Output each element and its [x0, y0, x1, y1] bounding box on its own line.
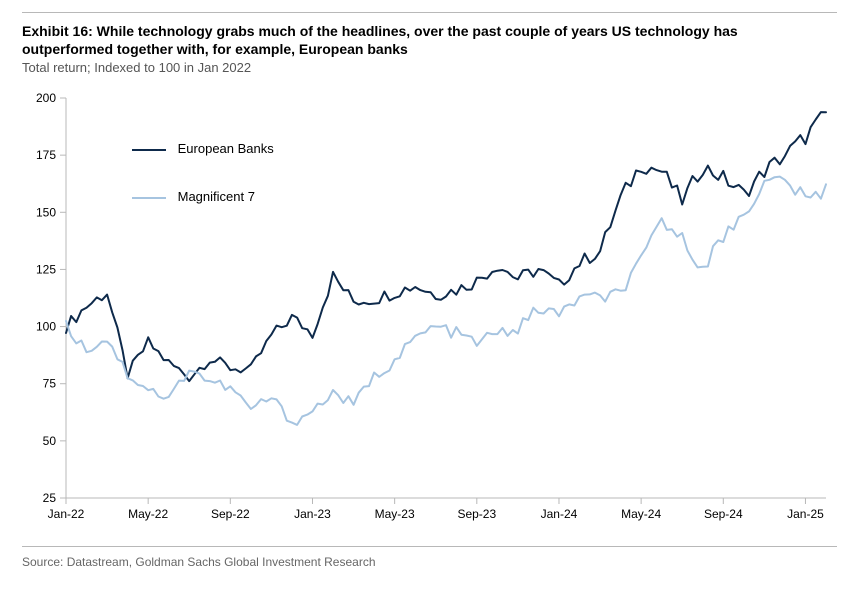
svg-text:May-22: May-22 [128, 507, 168, 521]
chart-container: Exhibit 16: While technology grabs much … [0, 0, 859, 590]
svg-text:May-24: May-24 [621, 507, 661, 521]
svg-text:Jan-24: Jan-24 [541, 507, 578, 521]
top-rule [22, 12, 837, 13]
legend-swatch-european-banks [132, 149, 166, 151]
legend-swatch-magnificent-7 [132, 197, 166, 199]
bottom-rule [22, 546, 837, 547]
chart-subtitle: Total return; Indexed to 100 in Jan 2022 [22, 60, 837, 75]
svg-text:125: 125 [36, 262, 56, 276]
svg-text:Sep-24: Sep-24 [704, 507, 743, 521]
legend-item-european-banks: European Banks [132, 141, 274, 156]
legend-item-magnificent-7: Magnificent 7 [132, 189, 255, 204]
legend-label-european-banks: European Banks [178, 141, 274, 156]
svg-text:75: 75 [43, 377, 57, 391]
svg-text:150: 150 [36, 205, 56, 219]
source-text: Source: Datastream, Goldman Sachs Global… [22, 555, 837, 569]
line-chart-svg: 25 50 75 100 125 150 175 200 Jan-22 May-22 Sep-22 J… [22, 93, 836, 531]
svg-text:200: 200 [36, 93, 56, 105]
svg-text:25: 25 [43, 491, 57, 505]
svg-text:Jan-23: Jan-23 [294, 507, 331, 521]
svg-text:175: 175 [36, 148, 56, 162]
svg-text:100: 100 [36, 320, 56, 334]
svg-text:Sep-22: Sep-22 [211, 507, 250, 521]
legend-label-magnificent-7: Magnificent 7 [178, 189, 255, 204]
chart-area: 25 50 75 100 125 150 175 200 Jan-22 May-22 Sep-22 J… [22, 93, 837, 536]
chart-title: Exhibit 16: While technology grabs much … [22, 23, 812, 58]
svg-text:May-23: May-23 [375, 507, 415, 521]
source-block: Source: Datastream, Goldman Sachs Global… [22, 546, 837, 569]
svg-text:Sep-23: Sep-23 [457, 507, 496, 521]
svg-text:50: 50 [43, 434, 57, 448]
svg-text:Jan-25: Jan-25 [787, 507, 824, 521]
svg-text:Jan-22: Jan-22 [48, 507, 85, 521]
